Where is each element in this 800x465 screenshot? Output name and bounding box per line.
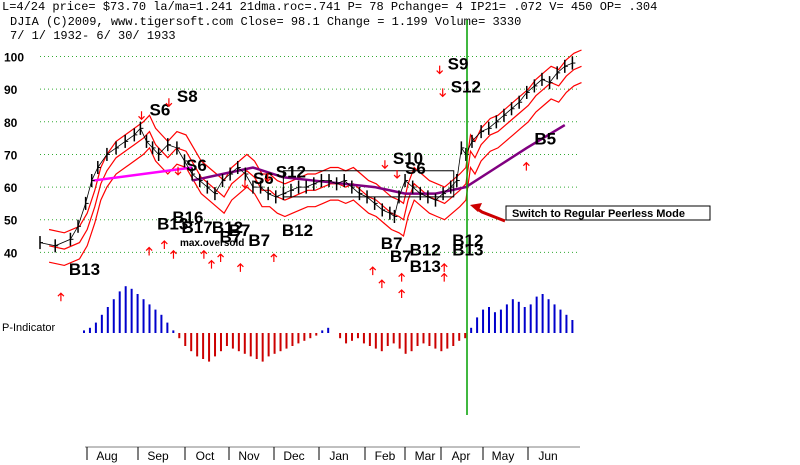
signal-label: B7 [390, 247, 412, 266]
annotation-text: Switch to Regular Peerless Mode [512, 208, 685, 220]
buy-arrow [398, 289, 406, 298]
y-tick-label: 40 [4, 246, 18, 260]
trend-line [93, 166, 193, 182]
signal-label: B13 [69, 260, 100, 279]
header-line-3: 7/ 1/ 1932- 6/ 30/ 1933 [10, 29, 176, 43]
signal-label: B12 [282, 221, 313, 240]
signal-label: S9 [448, 55, 469, 74]
month-label: Aug [96, 449, 117, 463]
sell-arrow [174, 166, 182, 176]
sell-arrow [393, 170, 401, 179]
buy-arrow [200, 249, 208, 259]
signal-label: S10 [393, 149, 423, 168]
signal-label: S6 [405, 159, 426, 178]
upper-band [48, 49, 582, 234]
buy-arrow [398, 272, 406, 282]
buy-arrow [160, 240, 168, 249]
month-label: Nov [238, 449, 259, 463]
signal-label: B7 [229, 221, 251, 240]
signal-label: B13 [410, 257, 441, 276]
y-tick-label: 90 [4, 83, 18, 97]
month-label: Oct [196, 449, 215, 463]
small-label: max.oversold [180, 238, 244, 249]
buy-arrow [217, 253, 225, 263]
sell-arrow [436, 65, 444, 75]
annotation-box [505, 205, 711, 221]
buy-arrow [440, 262, 448, 272]
sell-arrow [165, 98, 173, 108]
long-moving-average [191, 123, 566, 195]
header-line-2: DJIA (C)2009, www.tigersoft.com Close= 9… [10, 15, 522, 29]
buy-arrow [522, 161, 530, 171]
signal-label: B7 [381, 234, 403, 253]
signal-label: S12 [451, 77, 481, 96]
lower-band [48, 82, 582, 267]
signal-label: B12 [452, 231, 483, 250]
signal-label: S8 [177, 87, 198, 106]
signal-label: B7 [248, 231, 270, 250]
sell-arrow [264, 173, 272, 183]
month-label: May [492, 449, 515, 463]
month-label: Jun [538, 449, 557, 463]
signal-label: B13 [452, 241, 483, 260]
buy-arrow [378, 279, 386, 289]
buy-arrow [170, 249, 177, 259]
buy-arrow [369, 266, 377, 276]
sell-arrow [439, 88, 447, 98]
month-label: Feb [375, 449, 396, 463]
y-tick-label: 100 [4, 51, 24, 65]
month-label: Jan [329, 449, 348, 463]
month-label: Sep [147, 449, 169, 463]
buy-arrow [440, 272, 448, 282]
annotation-arrow [475, 206, 506, 223]
signal-label: B16 [172, 208, 203, 227]
buy-arrow [236, 262, 244, 272]
signal-label: S6 [253, 169, 274, 188]
signal-label: B5 [534, 130, 556, 149]
y-tick-label: 60 [4, 181, 18, 195]
signal-label: B7 [219, 228, 241, 247]
y-tick-label: 80 [4, 116, 18, 130]
y-tick-label: 70 [4, 148, 18, 162]
price-line [39, 62, 573, 247]
buy-arrow [208, 259, 215, 269]
buy-arrow [270, 253, 278, 263]
buy-arrow [145, 246, 153, 256]
signal-label: S6 [150, 100, 171, 119]
signal-label: B12 [212, 218, 243, 237]
header-line-1: L=4/24 price= $73.70 la/ma=1.241 21dma.r… [2, 0, 658, 14]
middle-band [48, 65, 582, 250]
signal-label: S12 [276, 162, 306, 181]
p-indicator-label: P-Indicator [2, 322, 56, 334]
sell-arrow [381, 160, 389, 170]
month-label: Apr [452, 449, 471, 463]
y-tick-label: 50 [4, 214, 18, 228]
signal-label: B12 [410, 241, 441, 260]
month-label: Mar [415, 449, 436, 463]
month-label: Dec [283, 449, 304, 463]
signal-label: B13 [157, 215, 188, 234]
annotation-arrowhead [470, 203, 482, 212]
signal-label: B17 [181, 218, 212, 237]
signal-label: S6 [186, 156, 207, 175]
buy-arrow [57, 292, 65, 302]
sell-arrow [241, 179, 249, 189]
sell-arrow [138, 111, 145, 121]
